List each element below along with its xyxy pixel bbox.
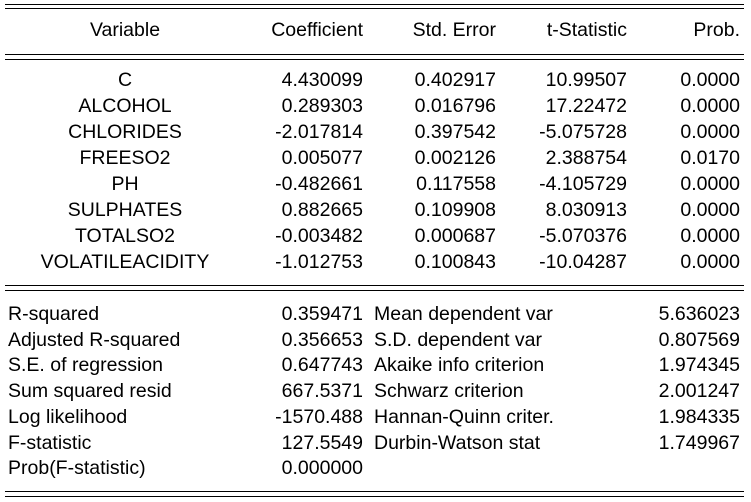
- cell-t-statistic: 17.22472: [545, 95, 627, 117]
- stat-value: 0.356653: [281, 328, 363, 351]
- stat-value2: 1.984335: [658, 405, 740, 428]
- cell-coefficient: -2.017814: [275, 121, 363, 143]
- cell-std-error: 0.000687: [414, 225, 496, 247]
- cell-std-error: 0.109908: [414, 199, 496, 221]
- stat-value: 127.5549: [281, 431, 363, 454]
- top-rule-1: [5, 4, 744, 5]
- stat-value: -1570.488: [275, 405, 363, 428]
- cell-std-error: 0.100843: [414, 251, 496, 273]
- cell-variable: ALCOHOL: [78, 95, 172, 117]
- cell-std-error: 0.402917: [414, 69, 496, 91]
- header-coefficient: Coefficient: [271, 19, 363, 41]
- stat-label2: Mean dependent var: [374, 303, 553, 325]
- cell-coefficient: 4.430099: [281, 69, 363, 91]
- cell-coefficient: -0.003482: [275, 225, 363, 247]
- cell-prob: 0.0000: [680, 225, 740, 247]
- stat-label: S.E. of regression: [8, 354, 163, 377]
- cell-variable: FREESO2: [79, 147, 171, 169]
- cell-t-statistic: 10.99507: [545, 69, 627, 91]
- cell-t-statistic: -10.04287: [539, 251, 627, 273]
- cell-variable: SULPHATES: [67, 199, 183, 221]
- cell-variable: C: [117, 69, 133, 91]
- cell-std-error: 0.397542: [414, 121, 496, 143]
- stat-value2: 1.974345: [658, 354, 740, 377]
- header-std-error: Std. Error: [412, 19, 496, 41]
- mid-rule-1: [5, 285, 744, 286]
- stat-value: 0.000000: [281, 457, 363, 480]
- cell-t-statistic: -5.075728: [539, 121, 627, 143]
- cell-t-statistic: 8.030913: [545, 199, 627, 221]
- cell-coefficient: 0.882665: [281, 199, 363, 221]
- stat-value2: 1.749967: [658, 431, 740, 454]
- cell-prob: 0.0000: [680, 69, 740, 91]
- cell-variable: VOLATILEACIDITY: [40, 251, 210, 273]
- header-rule-1: [5, 54, 744, 55]
- stat-label: Prob(F-statistic): [8, 457, 146, 480]
- stat-label: F-statistic: [8, 431, 92, 454]
- cell-prob: 0.0000: [680, 173, 740, 195]
- stat-value2: 0.807569: [658, 328, 740, 351]
- header-variable: Variable: [89, 19, 161, 41]
- cell-coefficient: 0.289303: [281, 95, 363, 117]
- stat-label: Adjusted R-squared: [8, 328, 181, 351]
- bottom-rule-1: [5, 491, 744, 492]
- stat-value: 667.5371: [281, 380, 363, 403]
- cell-variable: TOTALSO2: [74, 225, 176, 247]
- stat-value: 0.647743: [281, 354, 363, 377]
- mid-rule-2: [5, 290, 744, 291]
- cell-std-error: 0.117558: [416, 173, 496, 195]
- stat-value: 0.359471: [281, 303, 363, 325]
- cell-coefficient: -1.012753: [275, 251, 363, 273]
- stat-label: Sum squared resid: [8, 380, 172, 403]
- stat-value2: 2.001247: [658, 380, 740, 403]
- header-t-statistic: t-Statistic: [546, 19, 627, 41]
- header-rule-2: [5, 59, 744, 60]
- cell-prob: 0.0000: [680, 251, 740, 273]
- stat-label2: Schwarz criterion: [374, 380, 524, 403]
- bottom-rule-2: [5, 496, 744, 497]
- top-rule-2: [5, 8, 744, 9]
- stat-label: R-squared: [8, 303, 100, 325]
- stat-value2: 5.636023: [658, 303, 740, 325]
- cell-prob: 0.0170: [680, 147, 740, 169]
- stat-label2: Akaike info criterion: [374, 354, 545, 377]
- cell-prob: 0.0000: [680, 199, 740, 221]
- stat-label2: S.D. dependent var: [374, 328, 543, 351]
- cell-t-statistic: -4.105729: [539, 173, 627, 195]
- cell-coefficient: 0.005077: [281, 147, 363, 169]
- cell-t-statistic: -5.070376: [539, 225, 627, 247]
- cell-variable: CHLORIDES: [68, 121, 182, 143]
- stat-label2: Durbin-Watson stat: [374, 431, 541, 454]
- cell-variable: PH: [111, 173, 139, 195]
- cell-t-statistic: 2.388754: [545, 147, 627, 169]
- stat-label: Log likelihood: [8, 405, 128, 428]
- stat-label2: Hannan-Quinn criter.: [374, 405, 554, 428]
- cell-std-error: 0.002126: [414, 147, 496, 169]
- header-prob: Prob.: [693, 19, 740, 41]
- cell-coefficient: -0.482661: [275, 173, 363, 195]
- cell-std-error: 0.016796: [414, 95, 496, 117]
- cell-prob: 0.0000: [680, 95, 740, 117]
- cell-prob: 0.0000: [680, 121, 740, 143]
